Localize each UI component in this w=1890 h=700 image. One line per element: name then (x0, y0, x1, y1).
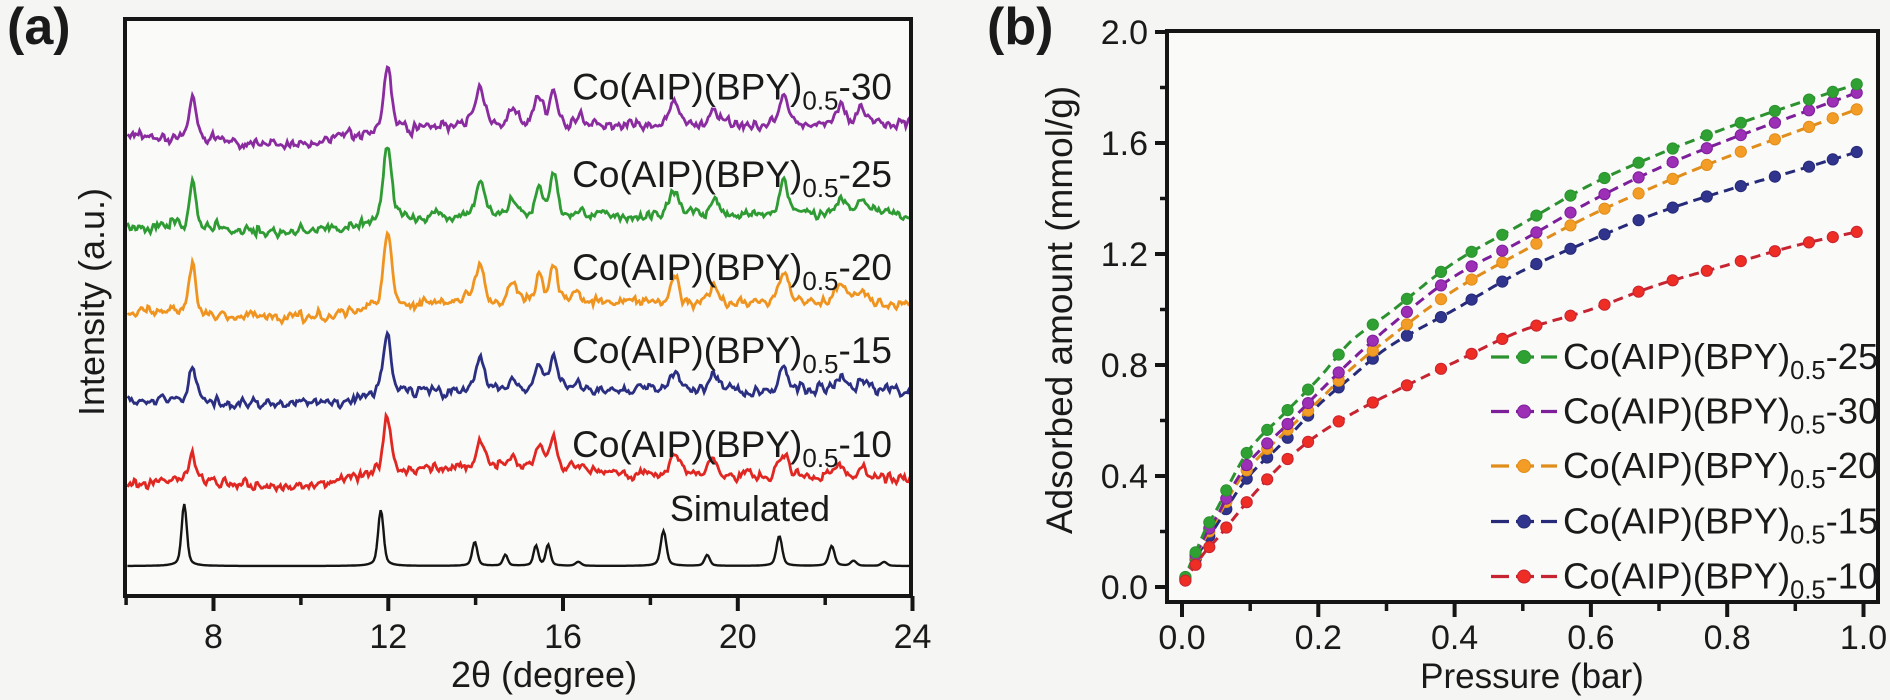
svg-text:0.0: 0.0 (1101, 569, 1148, 607)
svg-text:2.0: 2.0 (1101, 14, 1148, 52)
svg-text:1.6: 1.6 (1101, 125, 1148, 163)
svg-text:0.4: 0.4 (1431, 619, 1478, 657)
svg-text:20: 20 (719, 618, 757, 656)
svg-text:Co(AIP)(BPY)0.5-10: Co(AIP)(BPY)0.5-10 (572, 424, 892, 473)
svg-text:1.0: 1.0 (1840, 619, 1887, 657)
svg-text:Adsorbed amount (mmol/g): Adsorbed amount (mmol/g) (1039, 86, 1080, 534)
svg-text:Co(AIP)(BPY)0.5-20: Co(AIP)(BPY)0.5-20 (572, 247, 892, 296)
svg-text:0.6: 0.6 (1567, 619, 1614, 657)
svg-text:0.8: 0.8 (1101, 347, 1148, 385)
svg-text:Co(AIP)(BPY)0.5-25: Co(AIP)(BPY)0.5-25 (572, 154, 892, 203)
svg-text:Co(AIP)(BPY)0.5-25: Co(AIP)(BPY)0.5-25 (1563, 336, 1878, 385)
svg-text:2θ (degree): 2θ (degree) (451, 654, 637, 695)
svg-text:24: 24 (894, 618, 932, 656)
svg-text:Co(AIP)(BPY)0.5-10: Co(AIP)(BPY)0.5-10 (1563, 556, 1878, 605)
svg-text:(b): (b) (987, 0, 1053, 56)
svg-text:Pressure (bar): Pressure (bar) (1420, 657, 1644, 696)
svg-text:1.2: 1.2 (1101, 236, 1148, 274)
svg-text:Co(AIP)(BPY)0.5-30: Co(AIP)(BPY)0.5-30 (572, 67, 892, 116)
svg-text:0.0: 0.0 (1158, 619, 1205, 657)
svg-text:Co(AIP)(BPY)0.5-30: Co(AIP)(BPY)0.5-30 (1563, 391, 1878, 440)
svg-text:Intensity (a.u.): Intensity (a.u.) (71, 188, 112, 416)
svg-text:Co(AIP)(BPY)0.5-15: Co(AIP)(BPY)0.5-15 (1563, 501, 1878, 550)
svg-text:Simulated: Simulated (670, 488, 830, 529)
svg-text:Co(AIP)(BPY)0.5-20: Co(AIP)(BPY)0.5-20 (1563, 445, 1878, 494)
svg-text:0.8: 0.8 (1704, 619, 1751, 657)
svg-text:0.2: 0.2 (1295, 619, 1342, 657)
svg-text:(a): (a) (7, 0, 71, 56)
svg-text:16: 16 (544, 618, 582, 656)
svg-text:0.4: 0.4 (1101, 458, 1148, 496)
svg-text:8: 8 (204, 618, 223, 656)
svg-text:12: 12 (369, 618, 407, 656)
svg-text:Co(AIP)(BPY)0.5-15: Co(AIP)(BPY)0.5-15 (572, 330, 892, 379)
